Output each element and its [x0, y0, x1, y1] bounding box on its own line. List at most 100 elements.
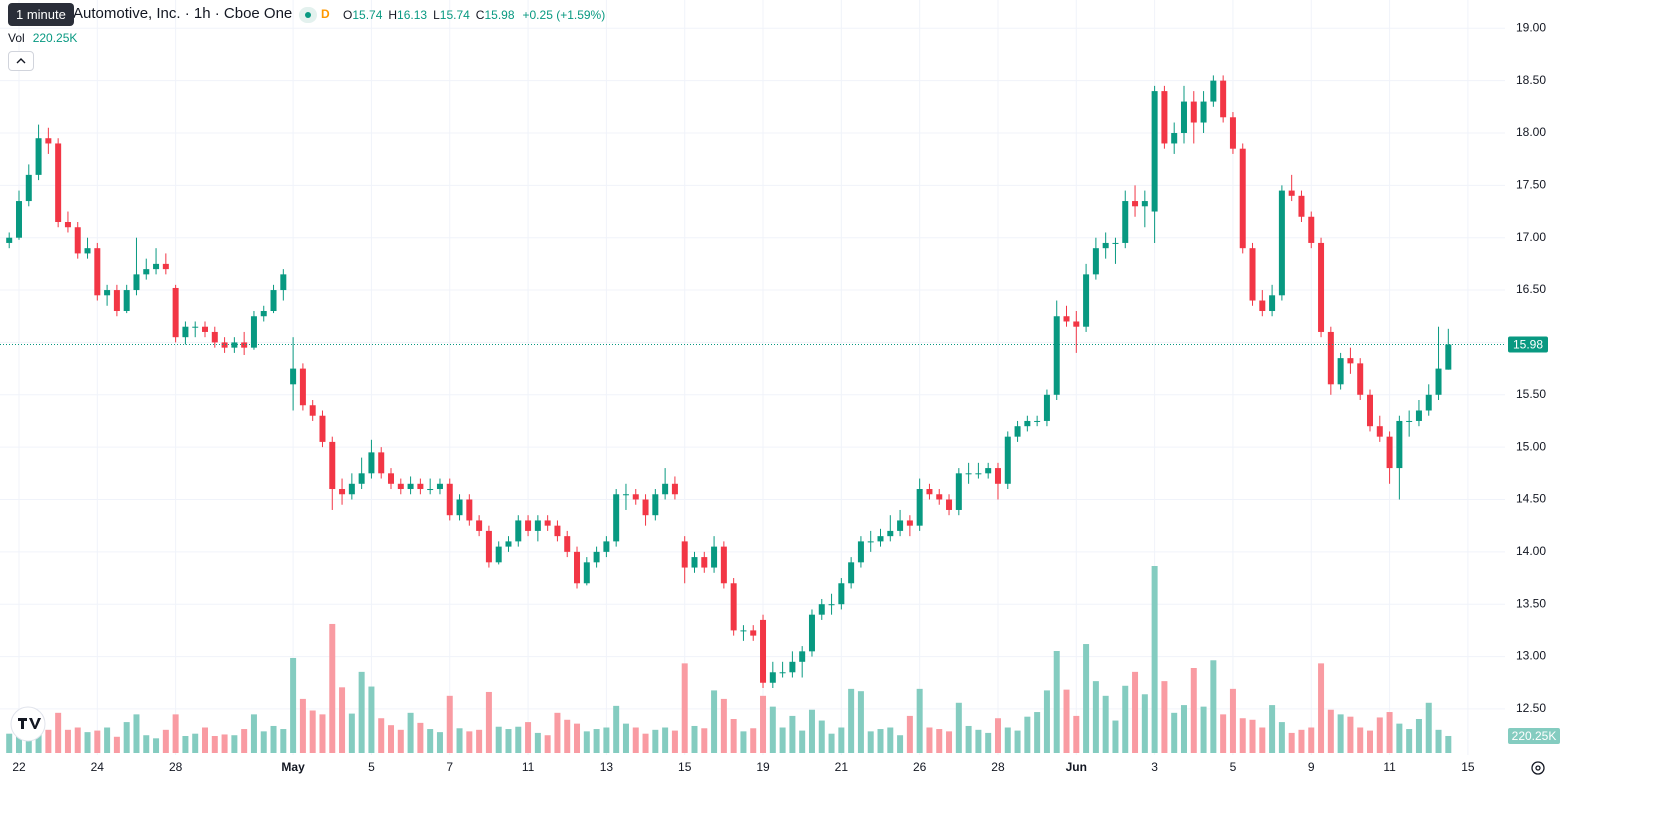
candle [1288, 174, 1295, 202]
candle [1406, 410, 1413, 437]
candle-body [593, 551, 600, 563]
candle-body [397, 483, 404, 490]
logo-glyph [18, 718, 41, 729]
x-tick-label: 24 [91, 760, 105, 774]
y-tick-label: 17.50 [1516, 178, 1546, 192]
candle [769, 661, 776, 688]
candle [94, 242, 101, 301]
candle-body [1347, 358, 1354, 364]
volume-bar [1249, 719, 1256, 753]
volume-bar [1210, 660, 1217, 753]
candle [1102, 232, 1109, 259]
y-tick-label: 18.00 [1516, 125, 1546, 139]
candle [407, 476, 414, 495]
volume-bar [1308, 727, 1315, 753]
x-tick-label: 28 [991, 760, 1005, 774]
candle-body [466, 499, 473, 521]
candle-body [1435, 368, 1442, 395]
candle [554, 520, 561, 542]
candle-body [162, 263, 169, 270]
last-price-label: 15.98 [1513, 338, 1543, 352]
candle [339, 478, 346, 505]
x-tick-label: 21 [835, 760, 849, 774]
ohlc-key: C [475, 8, 485, 22]
volume-bar [309, 710, 316, 753]
volume-bar [1288, 732, 1295, 753]
market-status[interactable] [299, 7, 317, 23]
candle [202, 321, 209, 338]
volume-bar [1347, 716, 1354, 753]
candle-body [329, 441, 336, 490]
ohlc-legend: O15.74 H16.13 L15.74 C15.98 +0.25 (+1.59… [343, 8, 605, 22]
volume-bar [1229, 688, 1236, 753]
candle [848, 557, 855, 589]
candle [299, 363, 306, 411]
candle [994, 462, 1001, 500]
candle [1024, 415, 1031, 432]
candle-body [192, 326, 199, 328]
candle [1318, 237, 1325, 338]
candle [1132, 185, 1139, 217]
candle [760, 614, 767, 688]
candle [476, 515, 483, 537]
candle-body [1200, 101, 1207, 123]
candle-body [1092, 248, 1099, 275]
candle-body [1053, 316, 1060, 395]
candle-body [613, 494, 620, 542]
volume-bar [1043, 690, 1050, 753]
volume-bar [427, 729, 434, 753]
candle [525, 515, 532, 537]
volume-bar [701, 728, 708, 753]
candle [270, 284, 277, 314]
volume-bar [1269, 705, 1276, 753]
volume-bar [1386, 712, 1393, 753]
candle-body [378, 452, 385, 474]
candle-body [1406, 420, 1413, 422]
volume-bar [241, 729, 248, 753]
ohlc-item: C15.98 [476, 8, 515, 22]
volume-bar [515, 726, 522, 753]
candle-body [534, 520, 541, 531]
candle [1249, 242, 1256, 306]
volume-bar [407, 712, 414, 753]
collapse-button[interactable] [8, 51, 34, 71]
candle [427, 478, 434, 495]
candle [1004, 431, 1011, 490]
candle [1357, 358, 1364, 401]
candle [1141, 190, 1148, 228]
volume-bar [1014, 730, 1021, 753]
candle [632, 489, 639, 505]
volume-bar [583, 731, 590, 753]
candle [515, 515, 522, 547]
volume-bar [368, 686, 375, 753]
candle-body [1083, 274, 1090, 327]
volume-bar [946, 731, 953, 753]
volume-bar [877, 729, 884, 753]
candle [153, 248, 160, 275]
candle [544, 515, 551, 531]
volume-bar [1132, 671, 1139, 753]
settings-button[interactable] [1531, 761, 1545, 775]
y-tick-label: 16.50 [1516, 282, 1546, 296]
y-tick-label: 13.50 [1516, 596, 1546, 610]
gear-ring [1531, 761, 1545, 775]
candle-body [769, 672, 776, 683]
volume-bar [319, 714, 326, 753]
candle [368, 439, 375, 479]
candle-body [427, 489, 434, 491]
x-tick-label: 11 [522, 760, 535, 774]
candle [1073, 311, 1080, 353]
candle-body [476, 520, 483, 531]
volume-bar [1357, 727, 1364, 753]
candle [877, 528, 884, 547]
candle [1337, 352, 1344, 390]
candle-body [123, 290, 130, 312]
candle-body [1014, 426, 1021, 437]
tv-logo [10, 706, 46, 742]
candle [789, 651, 796, 678]
volume-bar [906, 715, 913, 753]
candle [309, 400, 316, 421]
candle-body [642, 499, 649, 516]
candle [74, 221, 81, 259]
volume-bar [1396, 723, 1403, 753]
